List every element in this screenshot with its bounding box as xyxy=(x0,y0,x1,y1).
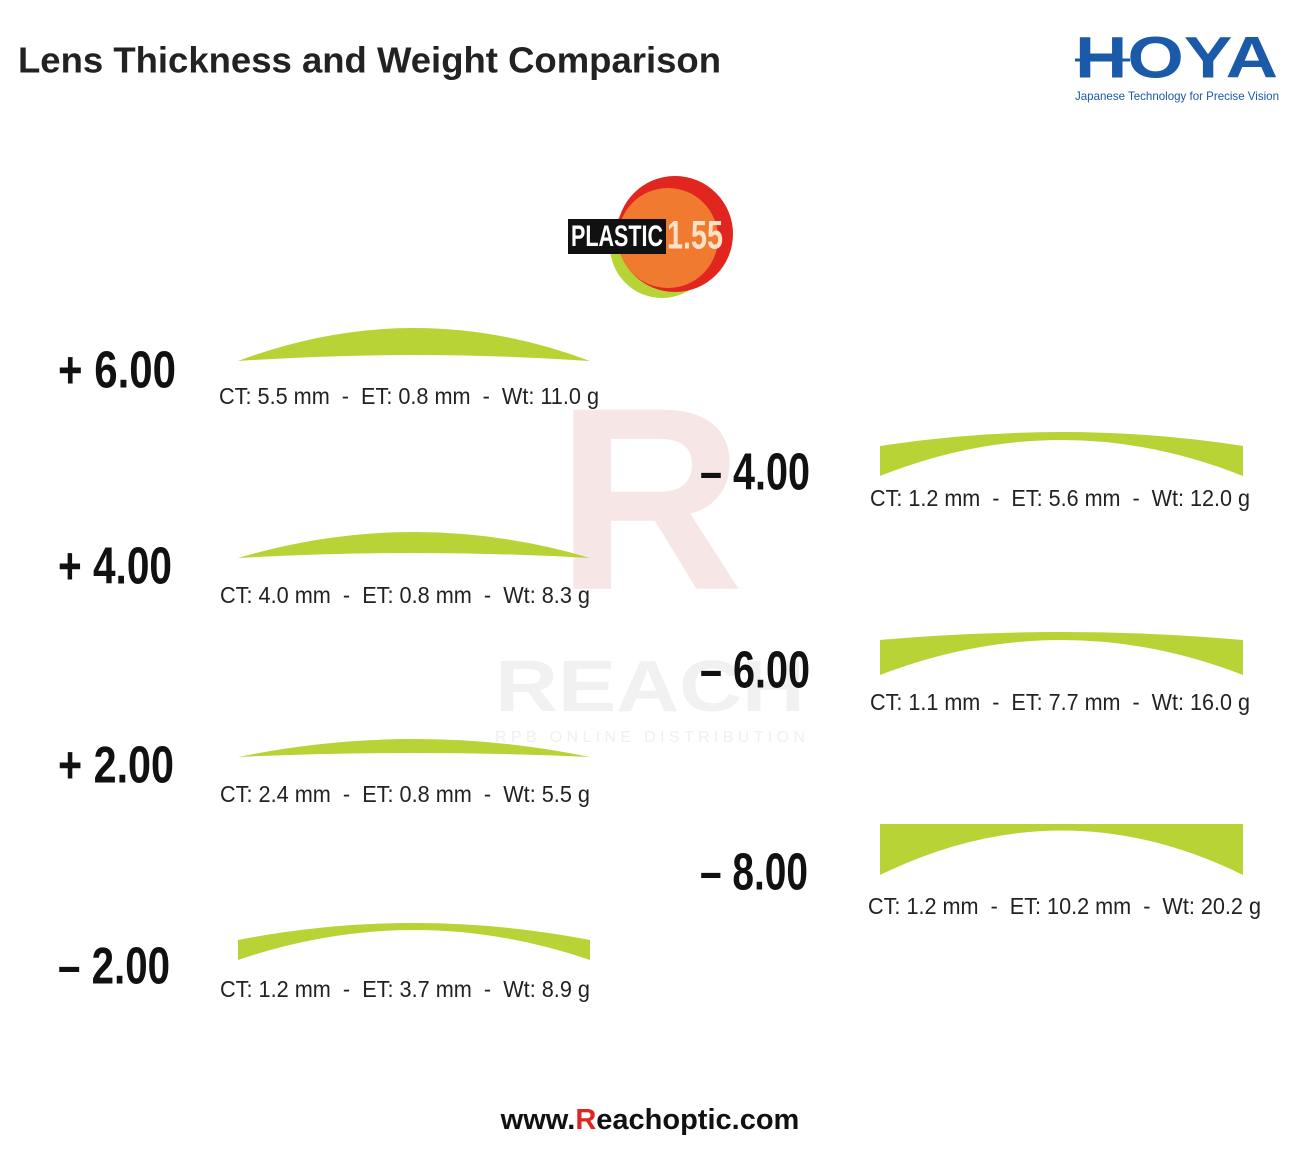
lens-specs: CT: 2.4 mm - ET: 0.8 mm - Wt: 5.5 g xyxy=(220,781,590,807)
badge-box xyxy=(568,219,666,254)
lens-specs: CT: 5.5 mm - ET: 0.8 mm - Wt: 11.0 g xyxy=(219,383,599,409)
lens-specs: CT: 1.2 mm - ET: 5.6 mm - Wt: 12.0 g xyxy=(870,485,1250,511)
material-index: 1.55 xyxy=(667,214,723,258)
lens-shape xyxy=(880,824,1243,875)
footer-highlight: R xyxy=(575,1104,596,1136)
watermark-mark: R xyxy=(556,355,744,645)
lens-shape xyxy=(238,739,590,757)
lens-shape xyxy=(238,532,590,558)
lens-specs: CT: 4.0 mm - ET: 0.8 mm - Wt: 8.3 g xyxy=(220,582,590,608)
brand-tagline: Japanese Technology for Precise Vision xyxy=(1075,89,1279,103)
lens-shape xyxy=(238,328,590,361)
footer-prefix: www. xyxy=(500,1104,576,1136)
lens-power: + 4.00 xyxy=(58,538,172,596)
watermark-subtitle: RPB ONLINE DISTRIBUTION xyxy=(495,729,805,746)
footer-suffix: eachoptic.com xyxy=(596,1104,799,1136)
watermark-name: REACH xyxy=(495,647,805,727)
lens-power: – 4.00 xyxy=(700,444,810,502)
lens-shape xyxy=(880,432,1243,476)
lens-power: – 6.00 xyxy=(700,642,810,700)
badge-orange xyxy=(618,188,718,288)
footer-url: www.Reachoptic.com xyxy=(500,1104,800,1136)
lens-shape xyxy=(880,632,1243,675)
lens-power: + 2.00 xyxy=(58,737,174,795)
lens-specs: CT: 1.2 mm - ET: 10.2 mm - Wt: 20.2 g xyxy=(868,893,1261,919)
lens-specs: CT: 1.1 mm - ET: 7.7 mm - Wt: 16.0 g xyxy=(870,689,1250,715)
lens-power: – 2.00 xyxy=(58,938,170,996)
lens-specs: CT: 1.2 mm - ET: 3.7 mm - Wt: 8.9 g xyxy=(220,976,590,1002)
title: Lens Thickness and Weight Comparison xyxy=(18,40,721,81)
lens-power: – 8.00 xyxy=(700,844,808,902)
material-name: PLASTIC xyxy=(571,220,663,253)
lens-shape xyxy=(238,923,590,960)
lens-power: + 6.00 xyxy=(58,342,176,400)
brand-logo: HOYA xyxy=(1075,25,1278,90)
